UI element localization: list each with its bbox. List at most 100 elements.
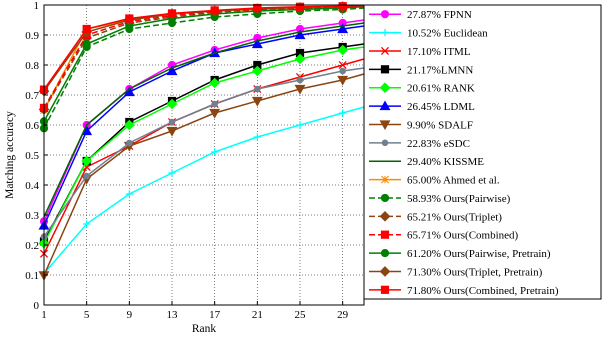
legend-marker	[379, 82, 391, 93]
series-9	[43, 22, 365, 218]
data-point	[209, 108, 221, 119]
x-tick-label: 1	[41, 309, 47, 321]
data-point	[254, 85, 261, 93]
y-tick-label: 0.2	[25, 240, 39, 252]
legend-box	[363, 4, 602, 300]
legend-entry-12: 65.21% Ours(Triplet)	[369, 211, 502, 223]
data-point	[209, 77, 220, 89]
series-line	[43, 7, 365, 129]
legend-marker	[381, 28, 389, 37]
legend-label: 65.71% Ours(Combined)	[407, 230, 519, 242]
x-tick-label: 17	[209, 309, 221, 321]
x-tick-label: 25	[295, 309, 307, 321]
legend-marker	[380, 46, 390, 55]
x-tick-label: 5	[84, 309, 90, 321]
legend-label: 20.61% RANK	[407, 83, 475, 95]
data-point	[82, 39, 91, 49]
legend-entry-7: 9.90% SDALF	[369, 119, 473, 131]
legend-entry-5: 20.61% RANK	[369, 82, 475, 95]
data-point	[210, 6, 219, 15]
data-point	[251, 96, 263, 107]
series-line	[43, 22, 365, 218]
x-tick-label: 9	[127, 309, 133, 321]
legend-marker	[379, 211, 391, 222]
data-point	[294, 29, 306, 40]
series-line	[43, 5, 365, 92]
legend-marker	[380, 193, 390, 203]
x-tick-label: 21	[252, 309, 263, 321]
legend-entry-1: 27.87% FPNN	[369, 9, 472, 21]
data-point	[167, 9, 177, 18]
data-point	[338, 60, 347, 70]
legend-entry-8: 22.83% eSDC	[369, 138, 470, 150]
data-point	[168, 118, 176, 126]
legend-marker	[380, 230, 390, 239]
series-2	[40, 106, 365, 278]
x-tick-label: 29	[337, 309, 349, 321]
legend-entry-16: 71.80% Ours(Combined, Pretrain)	[369, 285, 559, 297]
legend-entry-15: 71.30% Ours(Triplet, Pretrain)	[369, 266, 543, 278]
data-point	[82, 24, 91, 34]
data-point	[338, 2, 347, 11]
data-point	[339, 67, 346, 75]
legend-label: 21.17%LMNN	[407, 64, 473, 76]
legend-label: 10.52% Euclidean	[407, 28, 488, 40]
legend-entry-3: 17.10% ITML	[369, 46, 471, 58]
legend-entry-13: 65.71% Ours(Combined)	[369, 230, 519, 242]
data-point	[252, 65, 263, 77]
legend-marker	[381, 175, 389, 184]
data-point	[166, 98, 178, 110]
data-point	[294, 53, 306, 65]
legend-label: 17.10% ITML	[407, 46, 471, 58]
data-point	[296, 76, 304, 84]
y-tick-label: 0.7	[25, 90, 39, 102]
legend-entry-9: 29.40% KISSME	[369, 156, 484, 168]
legend-label: 29.40% KISSME	[407, 156, 484, 168]
series-14	[39, 3, 365, 126]
data-point	[339, 109, 347, 117]
data-point	[253, 133, 261, 141]
series-lines	[38, 1, 365, 281]
data-point	[83, 220, 91, 228]
data-point	[83, 172, 90, 180]
legend-label: 22.83% eSDC	[407, 138, 470, 150]
legend-marker	[380, 248, 390, 258]
legend-label: 65.00% Ahmed et al.	[407, 175, 500, 187]
axes: 1 5 9 13 17 21 25 29 0 0.1 0.2 0.3 0.4 0.5 0.6 0.7 0.8 0.…	[4, 0, 365, 335]
legend-marker	[379, 266, 391, 277]
data-point	[166, 126, 178, 137]
legend: 27.87% FPNN 10.52% Euclidean 17.10% ITML 21…	[363, 4, 602, 300]
legend-label: 71.30% Ours(Triplet, Pretrain)	[407, 266, 543, 278]
legend-entry-4: 21.17%LMNN	[369, 64, 473, 76]
series-5	[38, 44, 365, 249]
legend-entry-6: 26.45% LDML	[369, 100, 475, 113]
data-point	[337, 44, 348, 56]
data-point	[211, 100, 218, 108]
legend-marker	[379, 120, 391, 131]
data-point	[296, 121, 304, 129]
legend-marker	[380, 10, 390, 19]
y-tick-label: 0.8	[25, 60, 39, 72]
y-tick-label: 0.1	[25, 270, 39, 282]
data-point	[295, 2, 305, 11]
legend-label: 58.93% Ours(Pairwise)	[407, 193, 511, 205]
series-line	[43, 5, 365, 122]
legend-label: 26.45% LDML	[407, 101, 475, 113]
data-point	[168, 169, 176, 177]
series-4	[39, 42, 365, 246]
data-point	[251, 38, 263, 49]
legend-label: 61.20% Ours(Pairwise, Pretrain)	[407, 248, 551, 260]
legend-marker	[379, 100, 391, 111]
data-point	[253, 3, 262, 13]
data-point	[337, 75, 349, 86]
x-tick-label: 13	[167, 309, 179, 321]
y-tick-label: 0.4	[25, 180, 39, 192]
legend-entry-10: 65.00% Ahmed et al.	[369, 175, 500, 187]
data-point	[126, 139, 133, 147]
legend-entry-2: 10.52% Euclidean	[369, 28, 488, 40]
data-point	[211, 148, 219, 156]
legend-marker	[380, 65, 390, 74]
y-tick-label: 0.9	[25, 30, 39, 42]
legend-marker	[380, 285, 390, 294]
